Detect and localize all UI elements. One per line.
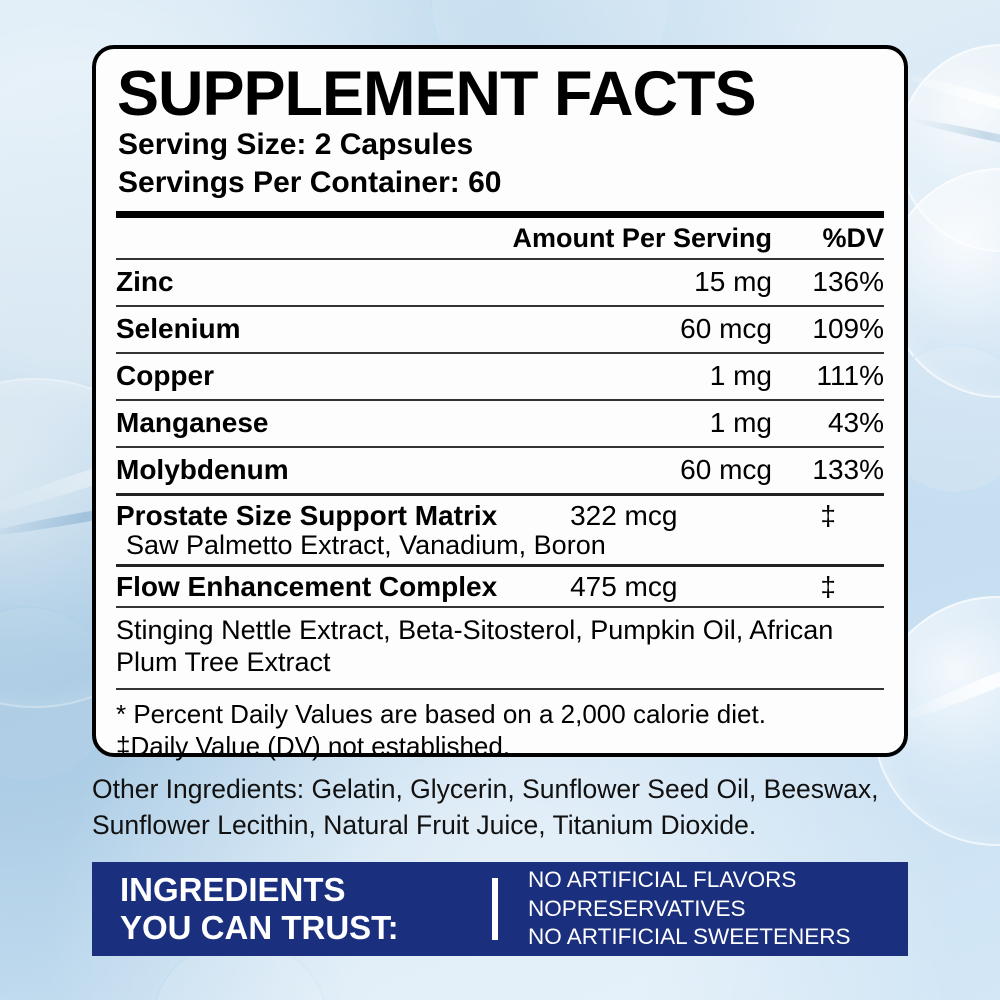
nutrient-name: Copper [116, 360, 214, 392]
nutrient-name: Zinc [116, 266, 174, 298]
blend-dagger-icon: ‡ [820, 571, 836, 603]
nutrient-name: Molybdenum [116, 454, 289, 486]
table-row: Copper 1 mg 111% [116, 354, 884, 399]
blend-dagger-icon: ‡ [820, 500, 836, 532]
row-divider [116, 305, 884, 308]
nutrient-amount: 60 mcg [680, 313, 772, 345]
row-divider [116, 399, 884, 402]
table-header-row: Amount Per Serving %DV [116, 218, 884, 258]
table-row: Molybdenum 60 mcg 133% [116, 448, 884, 493]
nutrient-dv: 43% [827, 407, 884, 439]
nutrient-dv: 136% [812, 266, 884, 298]
other-ingredients-text: Other Ingredients: Gelatin, Glycerin, Su… [92, 774, 879, 840]
blend-ingredients-flow: Stinging Nettle Extract, Beta-Sitosterol… [116, 615, 834, 678]
blend-name: Flow Enhancement Complex [116, 571, 498, 603]
table-row: Manganese 1 mg 43% [116, 401, 884, 446]
nutrient-name: Selenium [116, 313, 241, 345]
nutrient-dv: 109% [812, 313, 884, 345]
banner-claim: NO ARTIFICIAL SWEETENERS [528, 924, 851, 950]
nutrient-amount: 1 mg [709, 360, 772, 392]
nutrient-name: Manganese [116, 407, 269, 439]
footnote-daily-value: * Percent Daily Values are based on a 2,… [116, 698, 766, 729]
nutrient-dv: 133% [812, 454, 884, 486]
row-divider [116, 258, 884, 261]
serving-size-text: Serving Size: 2 Capsules [118, 128, 474, 161]
blend-row-prostate: Prostate Size Support Matrix 322 mcg ‡ S… [116, 496, 884, 564]
banner-claims: NO ARTIFICIAL FLAVORS NOPRESERVATIVES NO… [502, 866, 851, 952]
row-divider [116, 446, 884, 449]
footnote-divider [116, 687, 884, 690]
banner-headline: INGREDIENTS YOU CAN TRUST: [92, 871, 492, 948]
blend-divider [116, 493, 884, 497]
table-header-amount: Amount Per Serving [512, 223, 772, 254]
banner-headline-line2: YOU CAN TRUST: [120, 909, 399, 946]
blend-amount: 475 mcg [570, 571, 678, 603]
banner-divider [492, 878, 498, 940]
panel-title: SUPPLEMENT FACTS [117, 59, 757, 129]
supplement-facts-panel: SUPPLEMENT FACTS Serving Size: 2 Capsule… [92, 45, 908, 761]
nutrient-amount: 60 mcg [680, 454, 772, 486]
banner-claim: NOPRESERVATIVES [528, 895, 746, 921]
blend-body-divider [116, 606, 884, 609]
blend-amount: 322 mcg [570, 500, 678, 532]
footnote-dagger: ‡Daily Value (DV) not established. [116, 730, 511, 761]
banner-headline-line1: INGREDIENTS [120, 870, 346, 908]
table-header-dv: %DV [822, 223, 884, 254]
header-thick-rule [116, 211, 884, 219]
nutrient-amount: 15 mg [694, 266, 772, 298]
servings-per-container-text: Servings Per Container: 60 [118, 166, 502, 200]
footnotes: * Percent Daily Values are based on a 2,… [116, 690, 884, 762]
table-row: Selenium 60 mcg 109% [116, 307, 884, 352]
ingredients-trust-banner: INGREDIENTS YOU CAN TRUST: NO ARTIFICIAL… [92, 862, 908, 956]
blend-row-flow: Flow Enhancement Complex 475 mcg ‡ [116, 567, 884, 606]
nutrient-amount: 1 mg [709, 407, 772, 439]
nutrient-dv: 111% [816, 360, 884, 392]
blend-ingredients: Saw Palmetto Extract, Vanadium, Boron [126, 530, 606, 561]
table-row: Zinc 15 mg 136% [116, 260, 884, 305]
row-divider [116, 352, 884, 355]
blend-name: Prostate Size Support Matrix [116, 500, 498, 532]
banner-claim: NO ARTIFICIAL FLAVORS [528, 866, 797, 892]
blend-divider [116, 564, 884, 568]
